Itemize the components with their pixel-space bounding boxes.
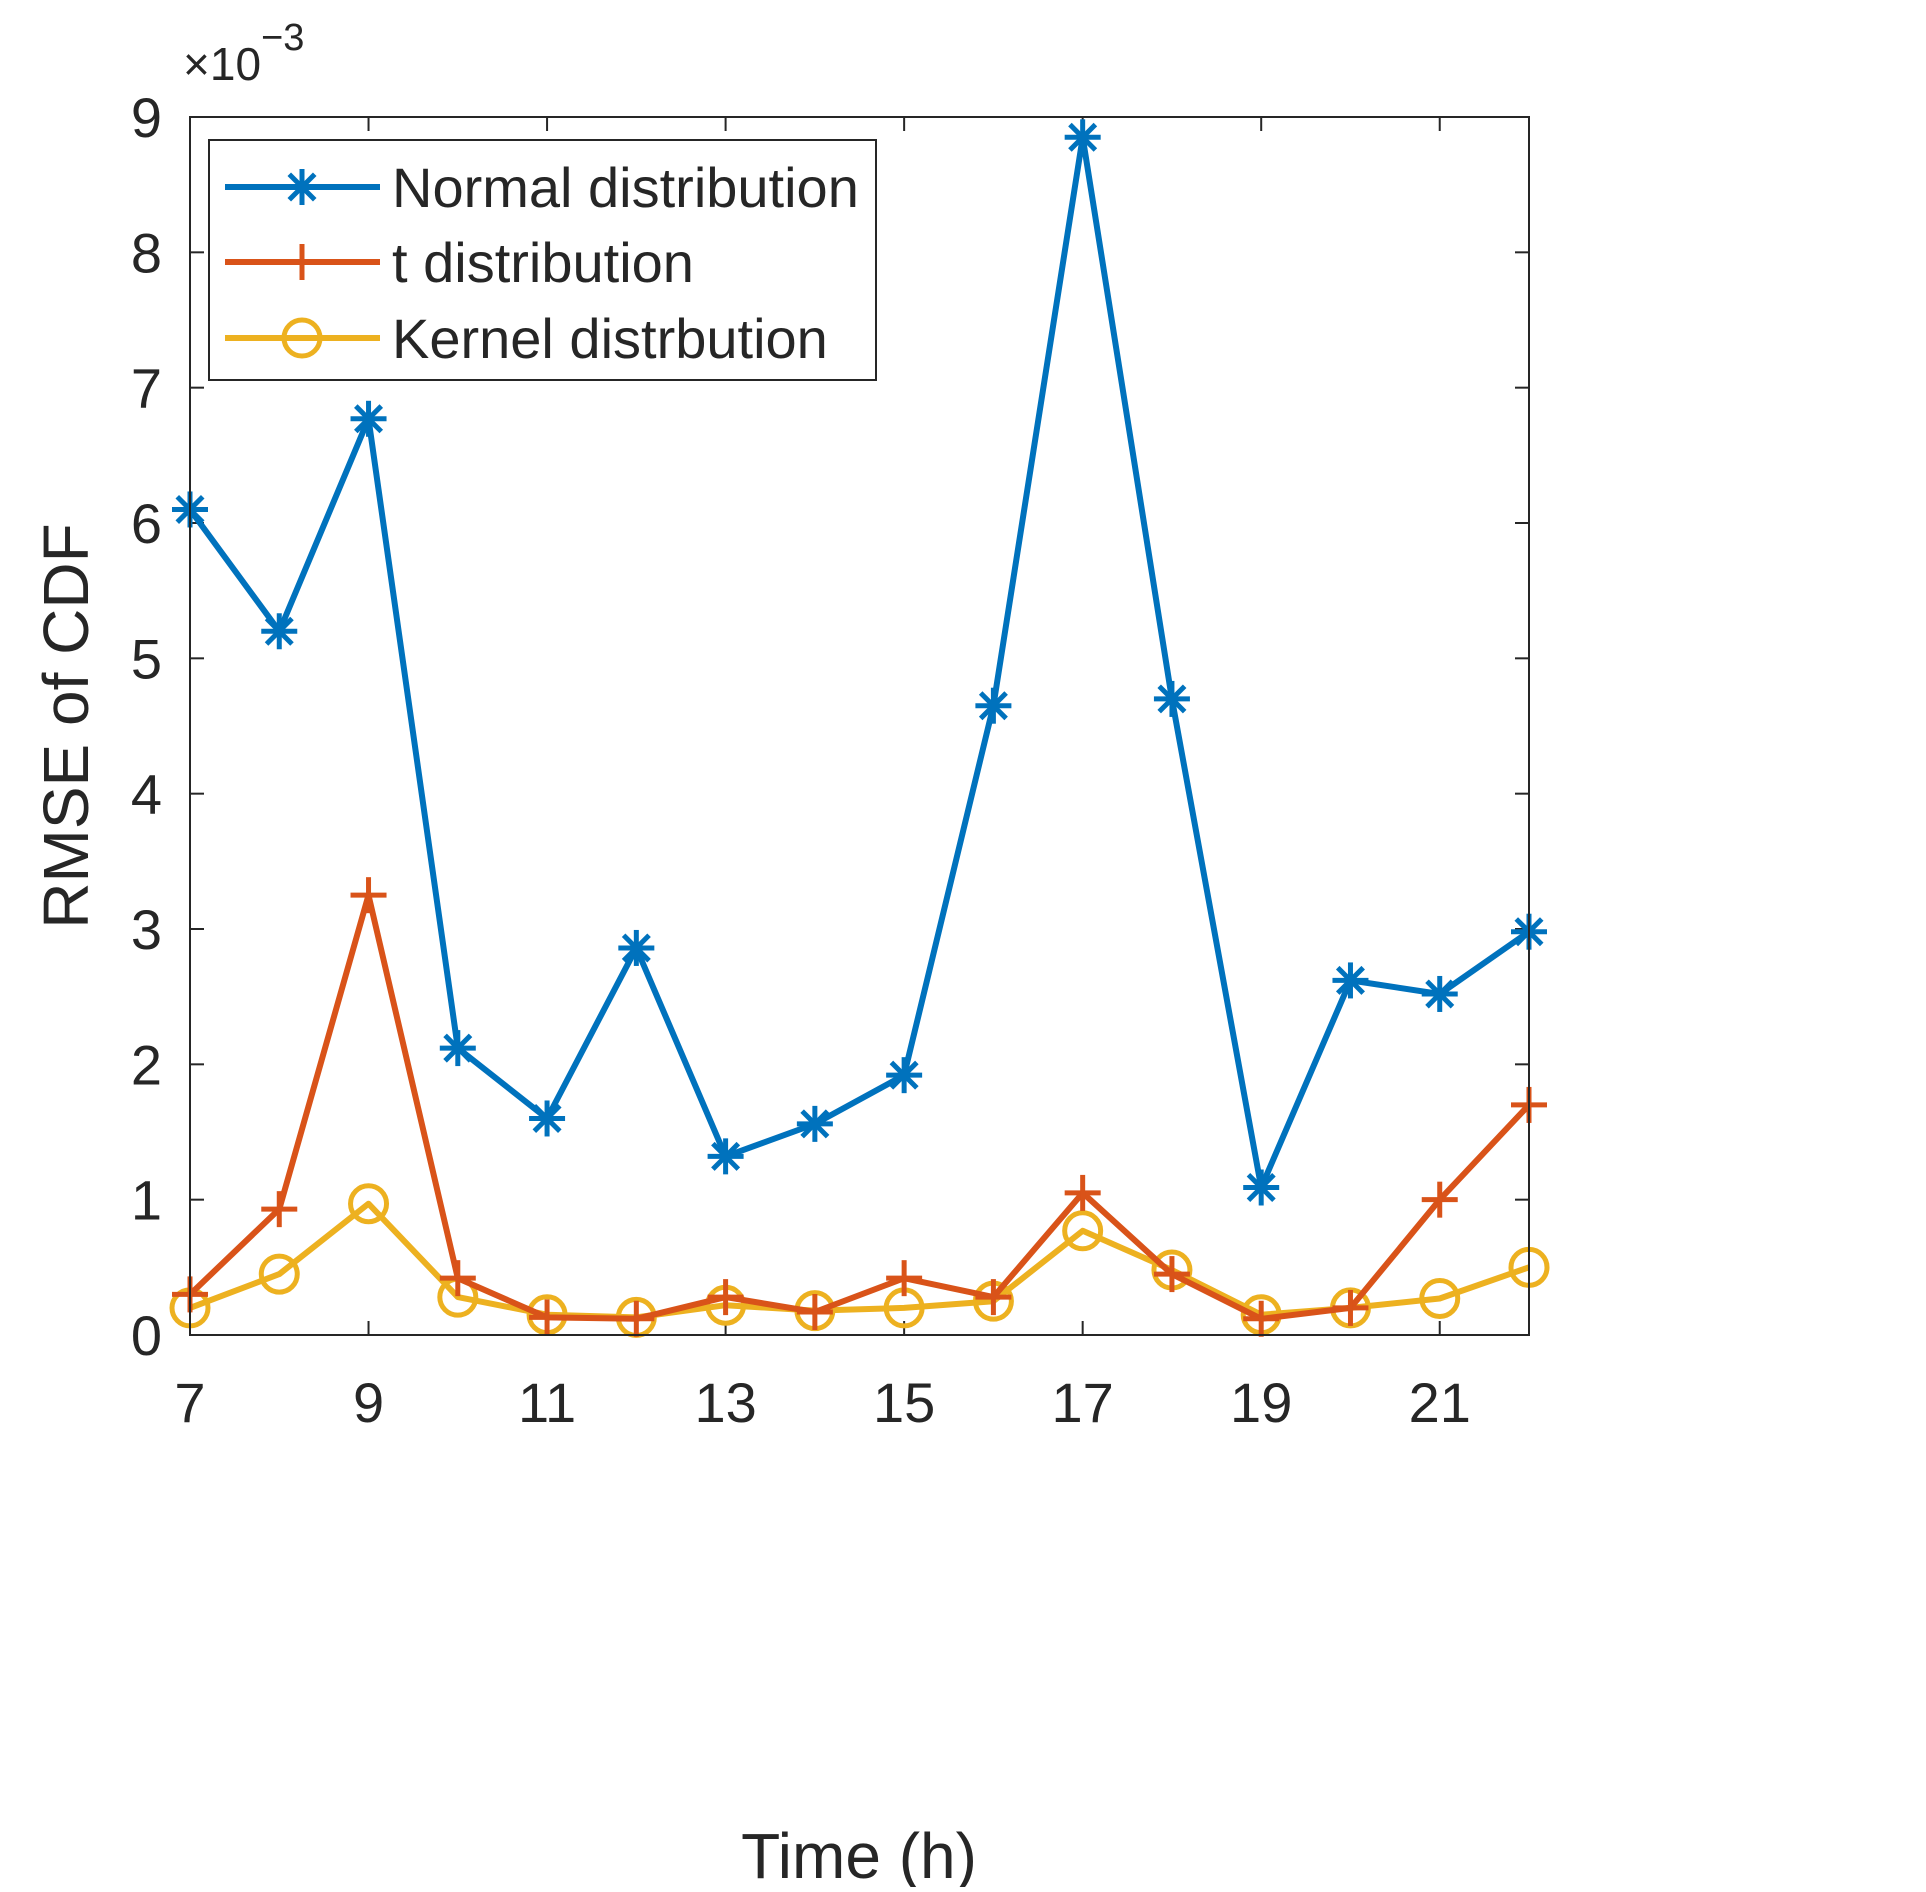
- plus-marker: [1153, 1256, 1190, 1293]
- y-axis-label: RMSE of CDF: [30, 523, 102, 928]
- plus-marker: [529, 1299, 566, 1336]
- y-tick-label: 1: [131, 1169, 162, 1232]
- series-plus: [172, 877, 1547, 1337]
- asterisk-marker: [707, 1138, 744, 1175]
- plus-marker: [707, 1279, 744, 1316]
- asterisk-marker: [886, 1057, 923, 1094]
- plus-marker: [261, 1191, 298, 1228]
- asterisk-marker: [529, 1100, 566, 1137]
- asterisk-marker-stroke: [1157, 684, 1187, 714]
- series-layer: [169, 119, 1550, 1338]
- plus-marker: [1243, 1300, 1280, 1337]
- y-tick-label: 5: [131, 627, 162, 690]
- asterisk-marker-stroke: [1246, 1172, 1276, 1202]
- asterisk-marker: [1243, 1169, 1280, 1206]
- x-tick-label: 11: [518, 1371, 576, 1434]
- legend: Normal distribution t distribution Kernel …: [208, 139, 877, 381]
- series-asterisk: [172, 119, 1547, 1206]
- y-tick-label: 7: [131, 357, 162, 420]
- circle-marker: [281, 317, 323, 359]
- legend-label: t distribution: [392, 231, 694, 294]
- asterisk-marker-stroke: [800, 1109, 830, 1139]
- x-tick-label: 9: [353, 1371, 384, 1434]
- asterisk-marker: [1421, 975, 1458, 1012]
- plus-marker: [439, 1260, 476, 1297]
- x-tick-label: 13: [694, 1371, 756, 1434]
- y-tick-label: 0: [131, 1304, 162, 1367]
- y-tick-label: 6: [131, 492, 162, 555]
- x-axis-label: Time (h): [741, 1820, 977, 1887]
- series-line: [187, 892, 1532, 1322]
- asterisk-marker-stroke: [889, 1060, 919, 1090]
- plus-marker: [350, 877, 387, 914]
- asterisk-marker-stroke: [287, 172, 317, 202]
- asterisk-marker-stroke: [711, 1141, 741, 1171]
- y-exponent-base: ×10: [183, 38, 261, 90]
- asterisk-marker: [439, 1030, 476, 1067]
- x-tick-label: 17: [1052, 1371, 1114, 1434]
- legend-entry: t distribution: [225, 231, 694, 294]
- asterisk-marker-stroke: [354, 404, 384, 434]
- y-tick-label: 4: [131, 763, 162, 826]
- asterisk-marker-stroke: [978, 691, 1008, 721]
- legend-label: Normal distribution: [392, 156, 859, 219]
- asterisk-marker-stroke: [443, 1033, 473, 1063]
- asterisk-marker: [1153, 680, 1190, 717]
- x-tick-label: 19: [1230, 1371, 1292, 1434]
- circle-marker: [1419, 1277, 1461, 1319]
- circle-marker: [348, 1183, 390, 1225]
- circle-marker: [258, 1253, 300, 1295]
- y-tick-label: 8: [131, 221, 162, 284]
- asterisk-marker: [796, 1105, 833, 1142]
- plus-marker: [284, 244, 320, 280]
- x-tick-label: 21: [1409, 1371, 1471, 1434]
- asterisk-marker: [1332, 962, 1369, 999]
- asterisk-marker: [261, 613, 298, 650]
- plus-marker: [1421, 1181, 1458, 1218]
- plus-marker: [618, 1300, 655, 1337]
- asterisk-marker-stroke: [1335, 965, 1365, 995]
- asterisk-marker-stroke: [264, 616, 294, 646]
- plus-marker: [1064, 1174, 1101, 1211]
- plus-marker: [975, 1279, 1012, 1316]
- legend-entry: Kernel distrbution: [225, 307, 828, 370]
- y-tick-label: 3: [131, 898, 162, 961]
- axes-box: [189, 116, 1530, 1336]
- y-exponent-label: ×10−3: [183, 17, 304, 90]
- legend-label: Kernel distrbution: [392, 307, 828, 370]
- circle-marker: [1062, 1210, 1104, 1252]
- y-tick-label: 9: [131, 86, 162, 149]
- asterisk-marker: [284, 169, 320, 205]
- tick-labels-layer: 7 9 11 13 15 17 19 21 0 1 2 3 4 5 6 7 8 9: [131, 86, 1471, 1434]
- asterisk-marker: [975, 687, 1012, 724]
- asterisk-marker: [1064, 119, 1101, 156]
- legend-entries: Normal distribution t distribution Kernel …: [225, 156, 859, 370]
- x-tick-label: 7: [174, 1371, 205, 1434]
- asterisk-marker: [618, 929, 655, 966]
- asterisk-marker-stroke: [621, 933, 651, 963]
- plus-marker: [796, 1293, 833, 1330]
- plus-marker: [886, 1260, 923, 1297]
- x-tick-label: 15: [873, 1371, 935, 1434]
- asterisk-marker-stroke: [1068, 122, 1098, 152]
- asterisk-marker-stroke: [1425, 979, 1455, 1009]
- asterisk-marker-stroke: [532, 1103, 562, 1133]
- y-tick-label: 2: [131, 1033, 162, 1096]
- series-line: [187, 134, 1531, 1191]
- plus-marker: [1332, 1289, 1369, 1326]
- legend-entry: Normal distribution: [225, 156, 859, 219]
- asterisk-marker: [350, 400, 387, 437]
- y-exponent-power: −3: [261, 17, 304, 59]
